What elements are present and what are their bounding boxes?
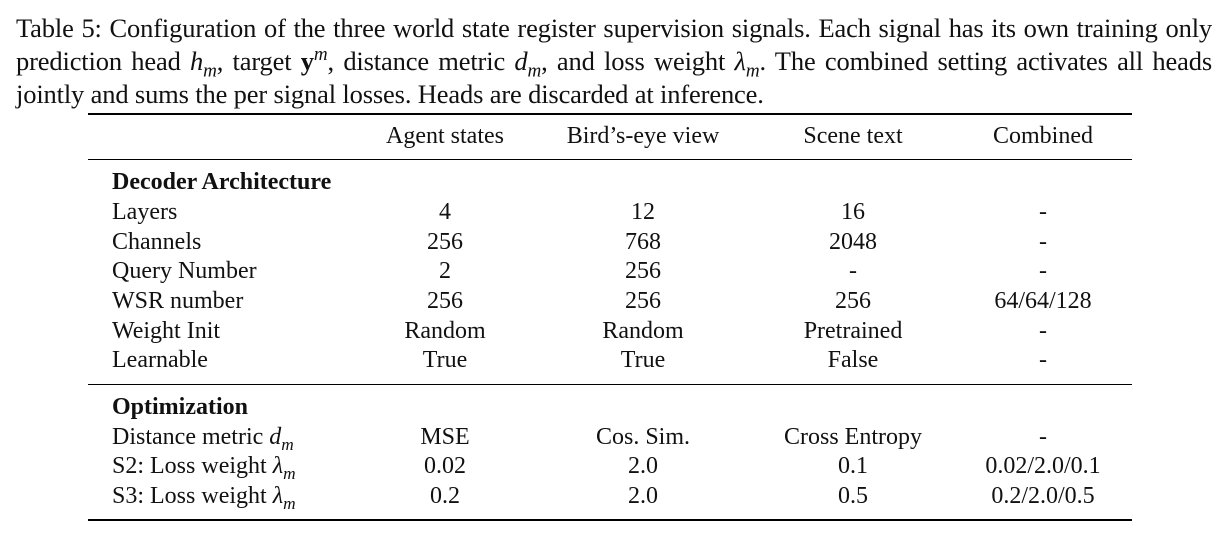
header-rule — [88, 159, 1132, 161]
table-cell: 2.0 — [628, 483, 658, 509]
table-cell: 4 — [439, 199, 451, 225]
table-cell: Cross Entropy — [784, 424, 922, 450]
math-h: h — [190, 46, 204, 76]
row-label: Layers — [112, 199, 178, 225]
math-d: d — [269, 424, 282, 450]
math-y: y — [300, 46, 314, 76]
bottom-rule — [88, 519, 1132, 521]
row-label: S3: Loss weight λm — [112, 482, 296, 513]
table-cell: - — [1039, 347, 1047, 373]
math-lambda: λ — [734, 46, 746, 76]
row-label-text: S2: Loss weight — [112, 453, 273, 479]
section-title: Decoder Architecture — [112, 169, 332, 195]
table-cell: - — [1039, 318, 1047, 344]
math-sub: m — [203, 60, 217, 82]
table-cell: False — [827, 347, 879, 373]
caption-text: , distance metric — [327, 46, 515, 76]
row-label: WSR number — [112, 288, 244, 314]
math-sup: m — [313, 44, 328, 66]
row-label: Learnable — [112, 347, 208, 373]
row-label-text: S3: Loss weight — [112, 483, 273, 509]
column-header: Agent states — [386, 123, 504, 149]
math-sub: m — [745, 60, 760, 82]
table-cell: - — [849, 258, 857, 284]
table-cell: 16 — [841, 199, 865, 225]
table-cell: - — [1039, 199, 1047, 225]
table-cell: 64/64/128 — [994, 288, 1092, 314]
table-cell: - — [1039, 258, 1047, 284]
table-caption: Table 5: Configuration of the three worl… — [16, 12, 1212, 111]
table-cell: Random — [404, 318, 486, 344]
table-cell: 0.02 — [424, 453, 466, 479]
table-cell: 0.2/2.0/0.5 — [991, 483, 1095, 509]
table-cell: MSE — [420, 424, 470, 450]
table-cell: 2 — [439, 258, 451, 284]
caption-text: . The combined setting activates all hea… — [16, 46, 1213, 109]
row-label: Query Number — [112, 258, 257, 284]
column-header: Scene text — [803, 123, 903, 149]
row-label: Channels — [112, 229, 202, 255]
math-lambda: λ — [272, 483, 284, 509]
math-sub: m — [283, 463, 296, 483]
section-title: Optimization — [112, 394, 248, 420]
table-cell: True — [422, 347, 468, 373]
table-cell: Pretrained — [803, 318, 903, 344]
caption-text: , and loss weight — [541, 46, 735, 76]
section-rule — [88, 384, 1132, 386]
math-sub: m — [281, 434, 294, 454]
caption-text: , target — [216, 46, 301, 76]
table-cell: - — [1039, 229, 1047, 255]
math-d: d — [514, 46, 528, 76]
table-cell: 256 — [625, 288, 661, 314]
table-cell: - — [1039, 424, 1047, 450]
row-label: Distance metric dm — [112, 423, 294, 454]
math-sub: m — [283, 493, 296, 513]
table-cell: Cos. Sim. — [595, 424, 691, 450]
math-lambda: λ — [272, 453, 284, 479]
table-cell: 256 — [835, 288, 871, 314]
table-cell: 256 — [427, 288, 463, 314]
table-cell: 256 — [625, 258, 661, 284]
table-cell: Random — [602, 318, 684, 344]
table-cell: 0.02/2.0/0.1 — [985, 453, 1101, 479]
table-cell: 12 — [631, 199, 655, 225]
table-cell: 256 — [427, 229, 463, 255]
top-rule — [88, 113, 1132, 115]
math-sub: m — [527, 60, 542, 82]
table-cell: 0.2 — [430, 483, 460, 509]
table-cell: 2048 — [829, 229, 877, 255]
table-cell: True — [620, 347, 666, 373]
column-header: Combined — [993, 123, 1093, 149]
row-label-text: Distance metric — [112, 424, 270, 450]
row-label: S2: Loss weight λm — [112, 452, 296, 483]
caption-label: Table 5: — [16, 13, 102, 43]
table-cell: 0.1 — [838, 453, 868, 479]
caption-text: Configuration of the three world state r… — [16, 13, 1213, 76]
row-label: Weight Init — [112, 318, 221, 344]
table-cell: 2.0 — [628, 453, 658, 479]
table-cell: 0.5 — [838, 483, 868, 509]
column-header: Bird’s-eye view — [566, 123, 720, 149]
table-cell: 768 — [625, 229, 661, 255]
